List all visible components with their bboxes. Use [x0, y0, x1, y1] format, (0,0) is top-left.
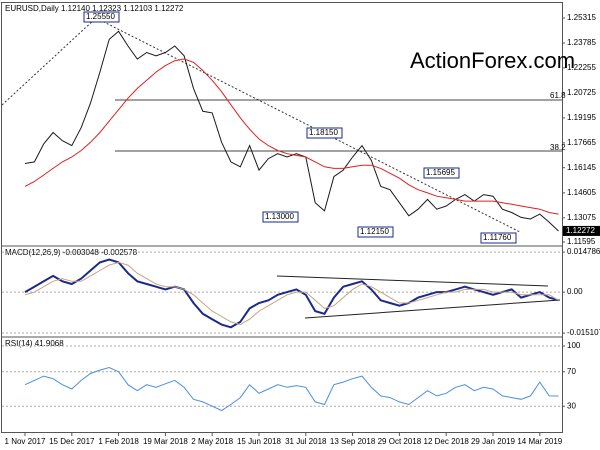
x-tick-label: 31 Jul 2018	[285, 437, 327, 446]
y-tick-label: 1.14605	[567, 188, 596, 197]
y-tick-label: 1.22255	[567, 63, 596, 72]
annotation-box	[423, 167, 460, 179]
trend-line	[1, 17, 97, 106]
series-line	[24, 258, 559, 329]
series-line	[24, 261, 559, 326]
y-tick-label: 1.13075	[567, 213, 596, 222]
x-tick-label: 29 Jan 2019	[471, 437, 516, 446]
x-tick-label: 15 Dec 2017	[49, 437, 95, 446]
annotation: 1.15695	[426, 168, 455, 177]
annotation: 1.25550	[86, 12, 115, 21]
x-tick-label: 19 Mar 2018	[143, 437, 188, 446]
y-tick-label: 1.25315	[567, 13, 596, 22]
y-tick-label: 1.20725	[567, 88, 596, 97]
x-tick-label: 12 Dec 2018	[424, 437, 470, 446]
x-tick-label: 2 May 2018	[191, 437, 233, 446]
annotation-box	[306, 127, 343, 139]
annotation: 1.12150	[360, 227, 389, 236]
rsi-title: RSI(14) 41.9068	[5, 339, 64, 348]
macd-title: MACD(12,26,9) -0.003048 -0.002578	[5, 248, 138, 257]
y-tick-label: 1.11595	[567, 237, 596, 246]
annotation: 1.13000	[265, 212, 294, 221]
y-tick-label: 1.19195	[567, 113, 596, 122]
series-line	[24, 30, 559, 232]
trend-line	[95, 17, 521, 233]
annotation-box	[357, 226, 394, 238]
y-tick-label: 0.00	[567, 287, 583, 296]
y-tick-label: 70	[567, 367, 576, 376]
annotation: 1.18150	[309, 128, 338, 137]
last-price-box	[563, 225, 600, 236]
macd-trend-line	[276, 275, 549, 287]
x-tick-label: 14 Mar 2019	[517, 437, 562, 446]
price-title: EURUSD,Daily 1.12140 1.12323 1.12103 1.1…	[5, 4, 184, 13]
series-line	[24, 58, 559, 215]
annotation-box	[83, 11, 120, 23]
y-tick-label: 1.23785	[567, 38, 596, 47]
macd-trend-line	[304, 299, 561, 319]
annotation: 61.8	[550, 91, 566, 100]
y-tick-label: 1.17665	[567, 138, 596, 147]
y-tick-label: 0.014786	[567, 247, 600, 256]
x-tick-label: 15 Jun 2018	[237, 437, 282, 446]
annotation-box	[480, 232, 517, 244]
x-tick-label: 13 Sep 2018	[330, 437, 376, 446]
y-tick-label: 100	[567, 341, 581, 350]
x-tick-label: 29 Oct 2018	[378, 437, 422, 446]
y-tick-label: 1.16145	[567, 163, 596, 172]
annotation: 38.2	[550, 143, 566, 152]
x-tick-label: 1 Nov 2017	[5, 437, 46, 446]
annotation-box	[262, 211, 299, 223]
y-tick-label: -0.015107	[567, 328, 600, 337]
series-line	[24, 366, 559, 412]
annotation: 1.11760	[483, 233, 512, 242]
watermark: ActionForex.com	[410, 48, 575, 73]
last-price-label: 1.12272	[566, 226, 595, 235]
x-tick-label: 1 Feb 2018	[98, 437, 139, 446]
y-tick-label: 30	[567, 401, 576, 410]
